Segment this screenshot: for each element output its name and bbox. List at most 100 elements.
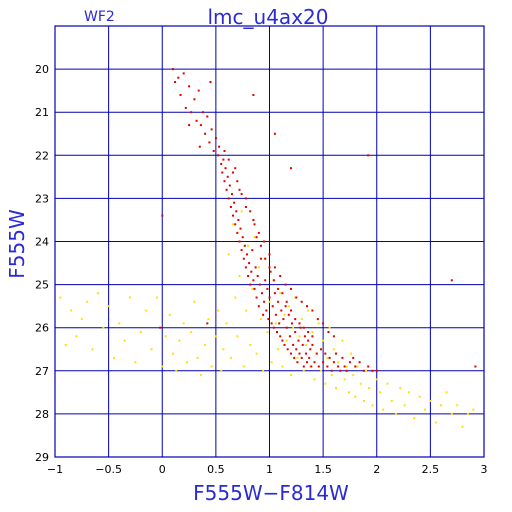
- red-point: [285, 326, 288, 329]
- red-point: [307, 331, 310, 333]
- red-point: [190, 111, 193, 114]
- red-point: [311, 343, 314, 346]
- red-point: [235, 210, 238, 213]
- yellow-point: [328, 326, 331, 329]
- red-point: [375, 369, 378, 372]
- red-point: [301, 343, 304, 346]
- yellow-point: [399, 387, 402, 389]
- yellow-point: [362, 400, 365, 402]
- red-point: [204, 132, 207, 135]
- red-point: [317, 365, 320, 368]
- y-tick-label: 24: [35, 236, 49, 249]
- yellow-point: [145, 309, 148, 312]
- red-point: [268, 253, 271, 256]
- red-point: [247, 275, 250, 277]
- yellow-point: [287, 305, 290, 308]
- chart-title: lmc_u4ax20: [208, 5, 329, 29]
- red-point: [259, 257, 262, 260]
- yellow-point: [64, 343, 67, 346]
- y-tick-label: 20: [35, 63, 49, 76]
- yellow-point: [345, 365, 348, 368]
- red-point: [270, 322, 273, 325]
- y-tick-label: 22: [35, 149, 49, 162]
- red-point: [306, 305, 308, 308]
- red-point: [326, 365, 329, 368]
- yellow-point: [298, 335, 301, 338]
- red-point: [246, 253, 248, 256]
- red-point: [208, 141, 211, 144]
- red-point: [265, 309, 268, 312]
- red-point: [293, 356, 296, 359]
- red-point: [251, 249, 254, 252]
- red-point: [228, 184, 231, 187]
- red-point: [324, 352, 327, 355]
- red-point: [332, 361, 335, 364]
- red-point: [302, 326, 305, 329]
- yellow-point: [222, 348, 225, 351]
- red-point: [282, 318, 285, 321]
- red-point: [294, 318, 297, 321]
- yellow-point: [227, 253, 230, 256]
- red-point: [227, 197, 230, 200]
- yellow-point: [302, 369, 305, 372]
- red-point: [250, 270, 253, 273]
- red-point: [348, 361, 351, 364]
- red-point: [311, 335, 314, 338]
- y-tick-label: 27: [35, 365, 49, 378]
- red-point: [273, 266, 276, 269]
- yellow-point: [354, 395, 357, 398]
- red-point: [258, 283, 261, 286]
- yellow-point: [324, 382, 327, 385]
- yellow-point: [359, 382, 362, 385]
- yellow-point: [386, 382, 389, 385]
- yellow-point: [236, 335, 239, 338]
- red-point: [362, 369, 365, 372]
- yellow-point: [292, 326, 295, 329]
- red-point: [248, 262, 251, 265]
- yellow-point: [70, 309, 73, 312]
- red-point: [308, 356, 311, 359]
- red-point: [236, 231, 239, 234]
- red-point: [367, 154, 370, 157]
- red-point: [209, 81, 212, 83]
- red-point: [298, 322, 301, 325]
- y-tick-label: 21: [35, 106, 49, 119]
- red-point: [236, 180, 239, 183]
- red-point: [244, 197, 247, 200]
- x-tick-label: 2: [373, 463, 380, 476]
- red-point: [199, 124, 202, 127]
- red-point: [276, 331, 278, 333]
- yellow-point: [199, 374, 202, 377]
- yellow-point: [139, 331, 142, 333]
- red-point: [222, 158, 225, 161]
- red-point: [212, 150, 215, 152]
- yellow-point: [262, 369, 265, 372]
- x-tick-label: 3: [481, 463, 488, 476]
- red-point: [227, 158, 230, 161]
- red-point: [316, 318, 319, 321]
- yellow-point: [330, 374, 333, 377]
- y-tick-label: 29: [35, 451, 49, 464]
- x-tick-label: −0.5: [95, 463, 122, 476]
- yellow-point: [281, 365, 284, 368]
- yellow-point: [350, 352, 352, 355]
- yellow-point: [182, 322, 185, 325]
- yellow-point: [343, 378, 346, 381]
- yellow-point: [335, 387, 337, 389]
- red-point: [233, 201, 236, 204]
- x-axis-label: F555W−F814W: [193, 481, 349, 505]
- red-point: [322, 322, 325, 325]
- red-point: [305, 352, 307, 355]
- x-tick-label: 1.5: [314, 463, 332, 476]
- yellow-point: [225, 322, 228, 325]
- red-point: [225, 188, 228, 191]
- red-point: [259, 244, 262, 247]
- yellow-point: [413, 417, 416, 420]
- red-point: [198, 145, 201, 148]
- red-point: [280, 309, 283, 312]
- red-point: [272, 326, 275, 329]
- red-point: [290, 352, 292, 355]
- red-point: [311, 309, 314, 312]
- yellow-point: [341, 339, 344, 342]
- red-point: [242, 257, 245, 260]
